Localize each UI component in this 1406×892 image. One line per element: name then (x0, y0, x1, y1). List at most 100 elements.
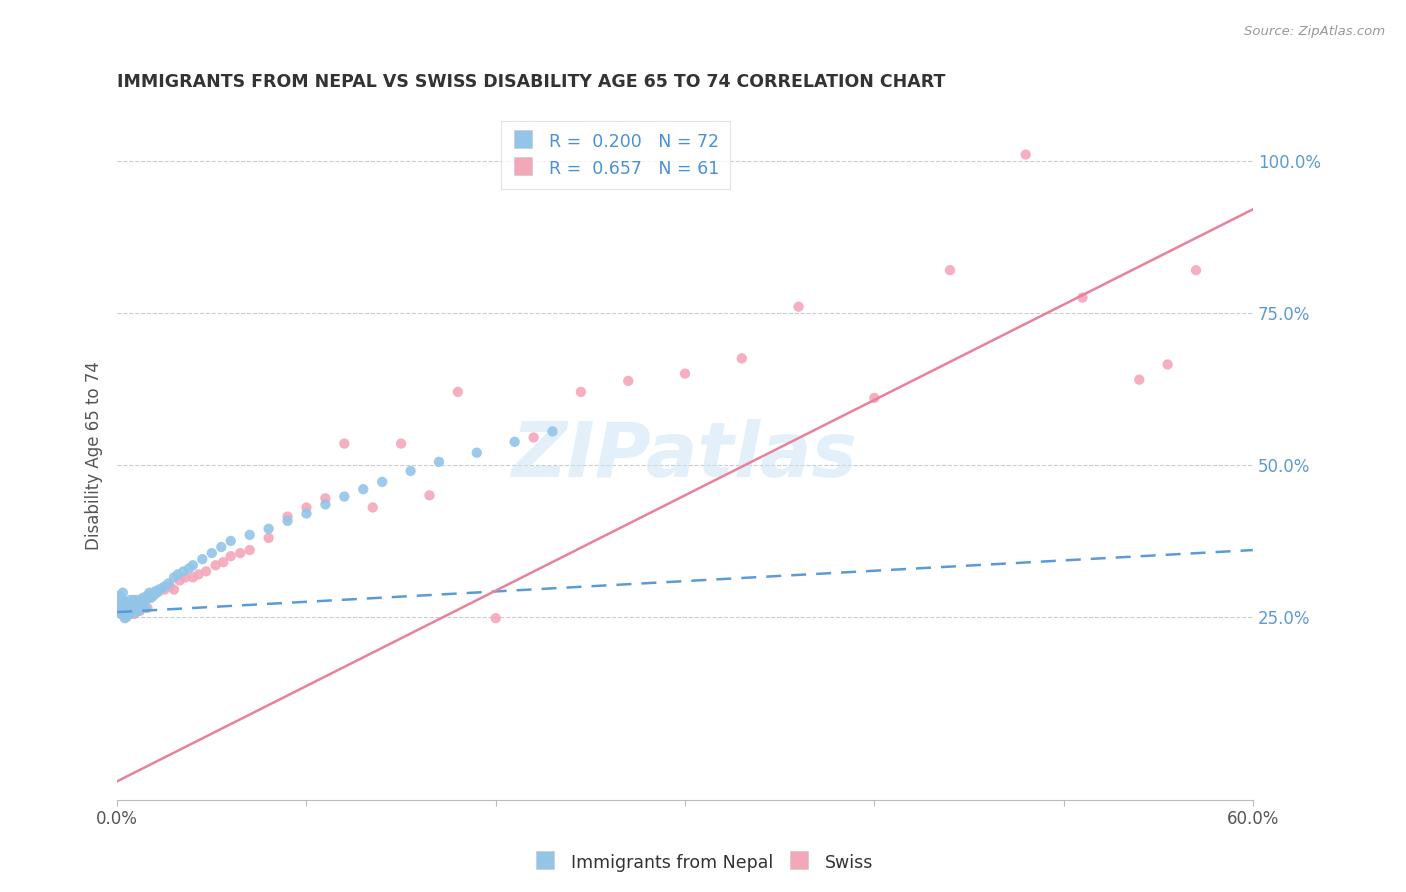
Point (503, 434, 526, 449)
Point (141, 591, 163, 605)
Point (125, 599, 148, 613)
Point (122, 607, 145, 621)
Point (115, 604, 138, 618)
Point (333, 490, 356, 504)
Point (569, 384, 592, 399)
Point (673, 367, 696, 381)
Point (136, 589, 159, 603)
Point (111, 595, 134, 609)
Point (787, 300, 810, 314)
Point (174, 570, 197, 584)
Point (148, 584, 170, 599)
Point (132, 598, 155, 612)
Point (541, 425, 564, 439)
Point (257, 531, 280, 545)
Point (399, 464, 422, 478)
Point (131, 591, 153, 606)
Point (129, 603, 152, 617)
Point (163, 570, 186, 584)
Point (121, 604, 143, 618)
Point (135, 600, 157, 615)
Point (108, 589, 131, 603)
Point (1185, 263, 1208, 277)
Point (485, 611, 508, 625)
Point (427, 455, 450, 469)
Point (148, 582, 170, 597)
Text: Source: ZipAtlas.com: Source: ZipAtlas.com (1244, 25, 1385, 38)
Point (110, 607, 132, 621)
Point (135, 593, 157, 607)
Point (108, 604, 131, 618)
Point (152, 581, 174, 595)
Point (110, 600, 132, 615)
Point (731, 351, 754, 366)
Point (138, 585, 160, 599)
Point (277, 514, 299, 528)
Point (110, 591, 132, 606)
Point (172, 565, 194, 579)
Point (257, 522, 280, 536)
Point (465, 446, 488, 460)
Point (295, 507, 318, 521)
Point (314, 491, 336, 506)
Point (195, 565, 218, 579)
Point (108, 604, 131, 618)
Legend: R =  0.200   N = 72, R =  0.657   N = 61: R = 0.200 N = 72, R = 0.657 N = 61 (501, 120, 730, 188)
Point (127, 595, 149, 609)
Point (129, 597, 152, 611)
Point (110, 600, 132, 615)
Point (114, 605, 136, 619)
Point (142, 589, 165, 603)
Point (135, 593, 157, 607)
Point (204, 558, 226, 573)
Point (1128, 373, 1150, 387)
Point (115, 600, 138, 615)
Text: IMMIGRANTS FROM NEPAL VS SWISS DISABILITY AGE 65 TO 74 CORRELATION CHART: IMMIGRANTS FROM NEPAL VS SWISS DISABILIT… (117, 73, 946, 91)
Point (125, 600, 148, 615)
Point (125, 597, 148, 611)
Point (127, 600, 149, 615)
Point (127, 600, 149, 615)
Point (314, 498, 336, 512)
Point (418, 488, 440, 502)
Point (111, 585, 134, 599)
Point (117, 603, 139, 617)
Point (120, 603, 142, 617)
Point (122, 599, 145, 613)
Point (157, 576, 180, 591)
Point (108, 598, 131, 612)
Point (239, 528, 262, 542)
Point (191, 552, 214, 566)
Point (187, 567, 209, 582)
Y-axis label: Disability Age 65 to 74: Disability Age 65 to 74 (86, 361, 103, 550)
Point (129, 604, 152, 618)
Point (131, 598, 153, 612)
Point (153, 580, 176, 594)
Point (169, 574, 191, 588)
Point (352, 482, 374, 496)
Point (111, 605, 134, 619)
Point (277, 509, 299, 524)
Point (115, 595, 138, 609)
Point (181, 570, 204, 584)
Legend: Immigrants from Nepal, Swiss: Immigrants from Nepal, Swiss (526, 845, 880, 879)
Point (117, 600, 139, 615)
Point (120, 598, 142, 612)
Point (447, 384, 470, 399)
Point (121, 604, 143, 618)
Point (939, 263, 962, 277)
Point (110, 605, 132, 619)
Point (125, 593, 148, 607)
Point (219, 549, 242, 563)
Point (117, 607, 139, 621)
Point (361, 500, 384, 515)
Point (229, 546, 252, 560)
Point (111, 607, 134, 621)
Point (143, 584, 166, 599)
Point (179, 561, 201, 575)
Point (201, 546, 224, 560)
Point (153, 582, 176, 597)
Point (295, 500, 318, 515)
Point (111, 598, 134, 612)
Point (617, 374, 640, 388)
